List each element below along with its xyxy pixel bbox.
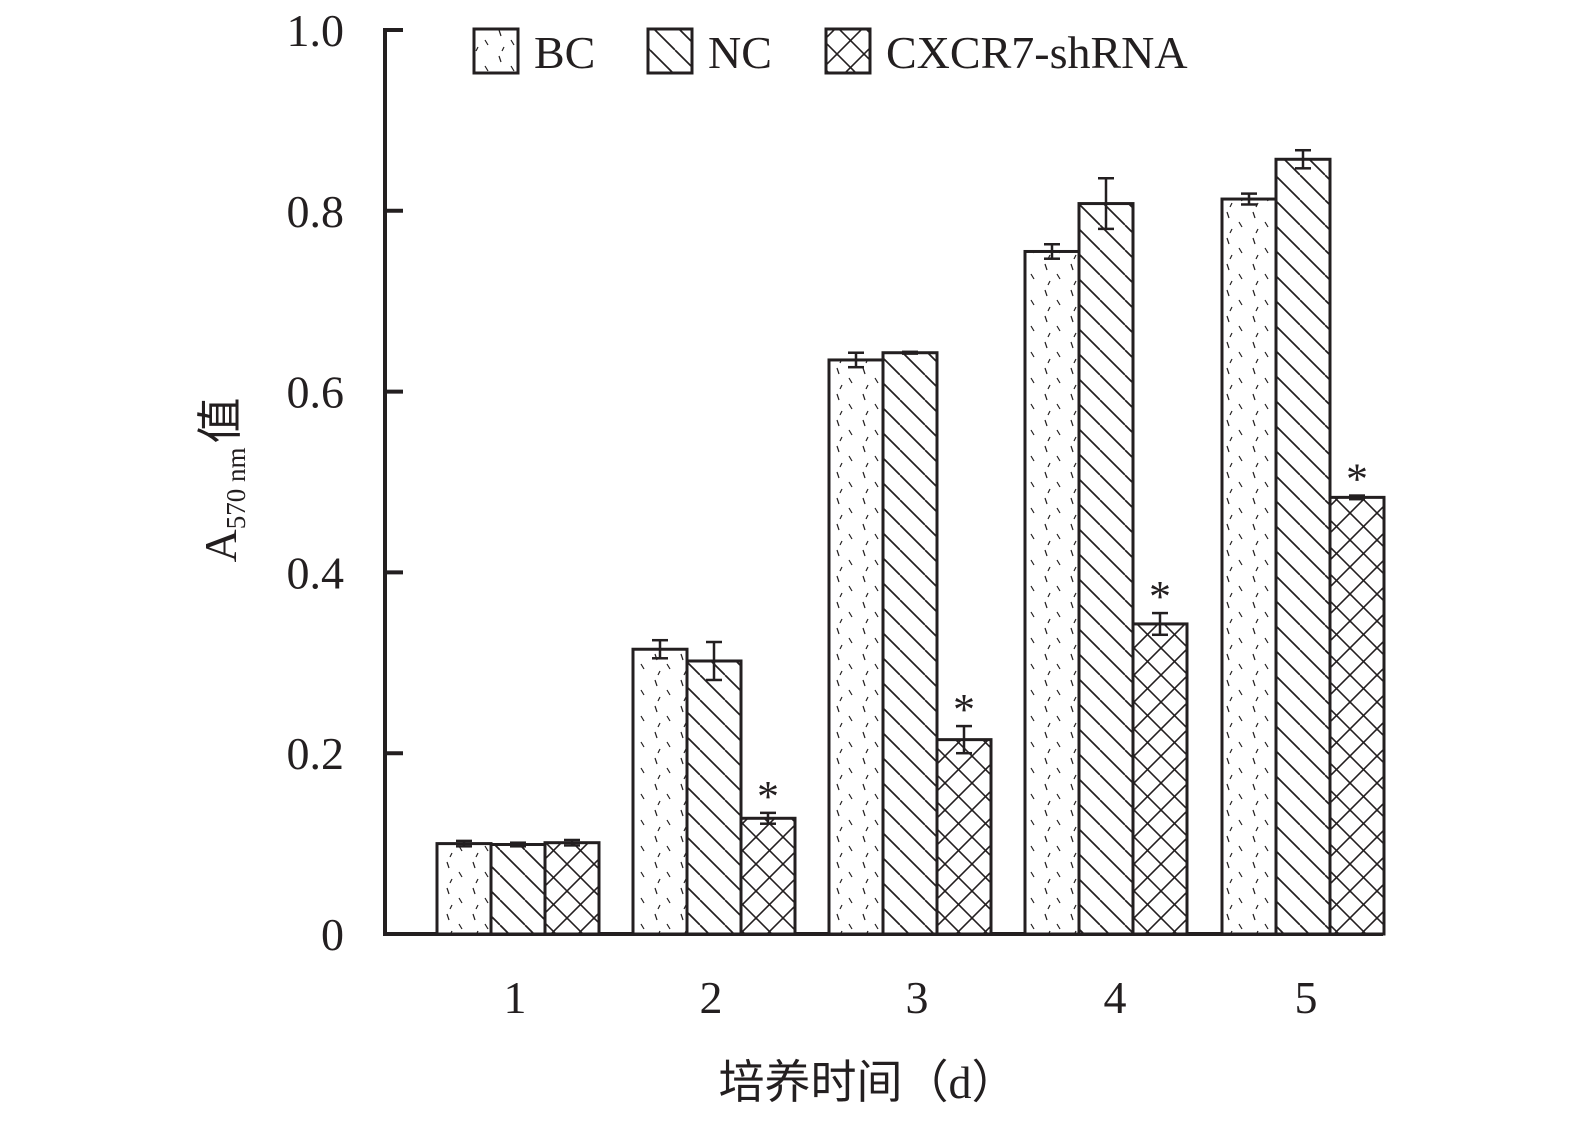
legend-label-nc: NC [708, 27, 772, 78]
x-tick-label-3: 3 [906, 972, 929, 1023]
significance-marks: * * * * [757, 455, 1368, 821]
bar-bc-1 [435, 842, 493, 936]
legend: BC NC CXCR7-shRNA [472, 27, 1188, 78]
y-tick-labels: 0 0.2 0.4 0.6 0.8 1.0 [287, 5, 345, 960]
y-tick-label-2: 0.4 [287, 547, 345, 598]
bar-cxcr7-shrna-3 [935, 738, 993, 936]
y-tick-label-0: 0 [321, 909, 344, 960]
bar-cxcr7-shrna-2 [739, 816, 797, 936]
y-axis-label-subscript: 570 nm [221, 448, 251, 530]
x-tick-label-2: 2 [700, 972, 723, 1023]
bar-cxcr7-shrna-5 [1328, 495, 1386, 936]
bar-bc-2 [631, 647, 689, 936]
bar-nc-2 [685, 659, 743, 936]
x-tick-label-5: 5 [1295, 972, 1318, 1023]
y-tick-label-1: 0.2 [287, 728, 345, 779]
x-axis-label: 培养时间（d） [719, 1057, 1018, 1108]
bar-cxcr7-shrna-1 [543, 841, 601, 936]
legend-swatch-nc [646, 27, 694, 75]
y-axis-label-main: A [195, 529, 246, 562]
legend-label-cxcr7-shrna: CXCR7-shRNA [886, 27, 1188, 78]
significance-star-3: * [953, 685, 975, 734]
error-bars [456, 148, 1365, 848]
bar-nc-1 [489, 843, 547, 936]
y-ticks [385, 28, 403, 936]
y-axis-label-suffix: 值 [195, 398, 246, 444]
bar-bc-3 [827, 358, 885, 936]
bar-nc-5 [1274, 157, 1332, 936]
legend-label-bc: BC [534, 27, 595, 78]
bar-bc-4 [1023, 249, 1081, 936]
y-tick-label-3: 0.6 [287, 367, 345, 418]
bars [435, 157, 1386, 936]
x-tick-label-4: 4 [1104, 972, 1127, 1023]
bar-bc-5 [1220, 197, 1278, 936]
y-tick-label-4: 0.8 [287, 186, 345, 237]
bar-nc-4 [1077, 202, 1135, 936]
y-axis-label: A570 nm 值 [195, 398, 251, 563]
significance-star-5: * [1346, 455, 1368, 504]
bar-nc-3 [881, 351, 939, 936]
y-tick-label-5: 1.0 [287, 5, 345, 56]
legend-swatch-bc [472, 27, 520, 75]
legend-swatch-cxcr7-shrna [824, 27, 872, 75]
x-tick-labels: 1 2 3 4 5 [504, 972, 1318, 1023]
bar-cxcr7-shrna-4 [1131, 622, 1189, 936]
significance-star-2: * [757, 772, 779, 821]
x-tick-label-1: 1 [504, 972, 527, 1023]
significance-star-4: * [1149, 572, 1171, 621]
